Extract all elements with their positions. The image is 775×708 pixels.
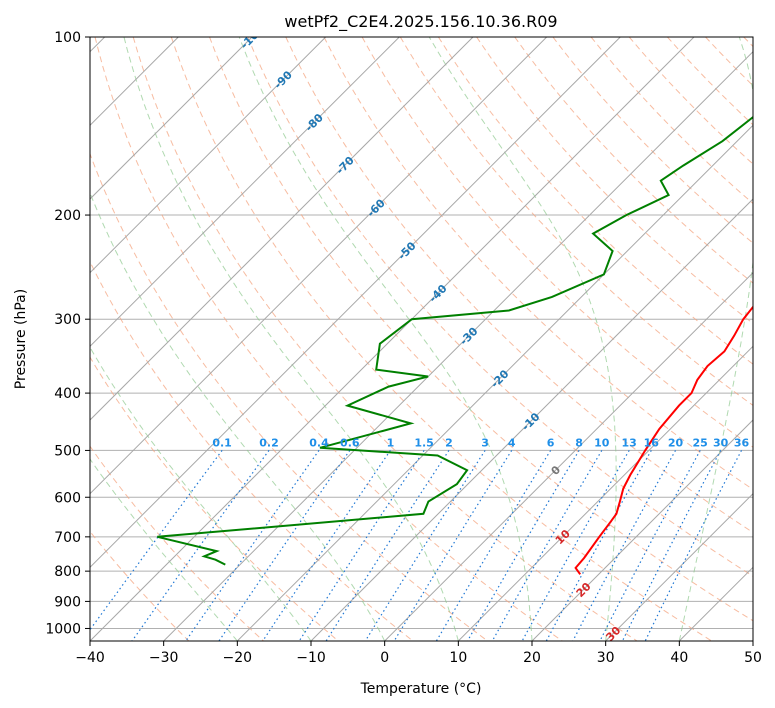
y-tick-label: 100 bbox=[54, 30, 81, 46]
isotherm-line bbox=[236, 124, 753, 641]
x-axis-label: Temperature (°C) bbox=[360, 681, 482, 697]
y-tick-label: 200 bbox=[54, 208, 81, 224]
moist-adiabat-line bbox=[90, 191, 386, 641]
mixing-ratio-line bbox=[599, 450, 701, 641]
mixing-ratio-label: 4 bbox=[508, 436, 516, 449]
mixing-ratio-label: 2 bbox=[445, 436, 453, 449]
mixing-ratio-label: 0.2 bbox=[259, 436, 279, 449]
mixing-ratio-line bbox=[298, 450, 425, 641]
mixing-ratio-line bbox=[185, 450, 320, 641]
dry-adiabat-line bbox=[590, 37, 753, 205]
isotherm-line bbox=[90, 37, 695, 641]
isotherm-line bbox=[90, 37, 621, 569]
dry-adiabat-line bbox=[170, 37, 712, 641]
dry-adiabat-line bbox=[94, 37, 563, 641]
mixing-ratio-label: 13 bbox=[622, 436, 637, 449]
mixing-ratio-line bbox=[466, 450, 580, 641]
x-tick-label: −10 bbox=[296, 650, 326, 666]
x-tick-label: −40 bbox=[75, 650, 105, 666]
mixing-ratio-line bbox=[131, 450, 270, 641]
y-tick-label: 800 bbox=[54, 564, 81, 580]
profile-line bbox=[574, 305, 753, 575]
dry-adiabat-line bbox=[90, 356, 339, 641]
isotherm-line bbox=[90, 37, 327, 274]
axis-ticks: −40 −30 −20 −10 0 10 20 30 40 5010020030040050060… bbox=[45, 30, 762, 666]
mixing-ratio-label: 0.6 bbox=[340, 436, 360, 449]
y-tick-label: 600 bbox=[54, 490, 81, 506]
y-axis-label: Pressure (hPa) bbox=[13, 289, 29, 389]
mixing-ratio-label: 36 bbox=[734, 436, 750, 449]
mixing-ratio-label: 1.5 bbox=[414, 436, 434, 449]
x-tick-label: 40 bbox=[670, 650, 688, 666]
y-tick-label: 300 bbox=[54, 312, 81, 328]
x-tick-label: 0 bbox=[380, 650, 389, 666]
mixing-ratio-line bbox=[572, 450, 677, 641]
x-tick-label: 50 bbox=[744, 650, 762, 666]
y-tick-label: 900 bbox=[54, 594, 81, 610]
moist-adiabat-line bbox=[678, 37, 753, 641]
profiles bbox=[157, 115, 753, 575]
mixing-ratio-line bbox=[521, 450, 630, 641]
plot-area bbox=[90, 37, 753, 641]
mixing-ratio-line bbox=[621, 450, 722, 641]
isotherm-line bbox=[90, 37, 400, 348]
moist-adiabat-line bbox=[123, 37, 459, 641]
isotherm-line bbox=[90, 37, 548, 495]
mixing-ratio-label: 0.1 bbox=[212, 436, 232, 449]
y-tick-label: 500 bbox=[54, 443, 81, 459]
isotherm-line bbox=[90, 37, 474, 421]
moist-adiabat-line bbox=[90, 458, 238, 641]
y-tick-label: 700 bbox=[54, 530, 81, 546]
mixing-ratio-label: 3 bbox=[481, 436, 489, 449]
mixing-ratio-label: 20 bbox=[668, 436, 684, 449]
dry-adiabat-line bbox=[399, 37, 753, 406]
dry-adiabat-line bbox=[323, 37, 753, 491]
dry-adiabat-line bbox=[90, 260, 414, 641]
mixing-ratio-line bbox=[545, 450, 652, 641]
mixing-ratio-line bbox=[325, 450, 450, 641]
isotherm-line bbox=[90, 37, 253, 200]
dry-adiabat-line bbox=[247, 37, 753, 577]
moist-adiabat-line bbox=[238, 37, 533, 641]
dry-adiabat-line bbox=[285, 37, 753, 534]
profile-line bbox=[157, 115, 753, 566]
x-tick-label: −30 bbox=[149, 650, 179, 666]
mixing-ratio-label: 25 bbox=[693, 436, 708, 449]
mixing-ratio-label: 0.4 bbox=[309, 436, 329, 449]
x-tick-label: 10 bbox=[449, 650, 467, 666]
moist-adiabat-line bbox=[428, 37, 617, 641]
isotherm-line bbox=[605, 492, 753, 641]
dry-adiabat-line bbox=[90, 445, 264, 641]
isotherm-line bbox=[531, 419, 753, 641]
chart-title: wetPf2_C2E4.2025.156.10.36.R09 bbox=[284, 12, 557, 32]
isotherm-line bbox=[163, 50, 753, 641]
isotherm-line bbox=[457, 345, 753, 641]
dry-adiabat-line bbox=[552, 37, 753, 244]
mixing-ratio-label: 30 bbox=[713, 436, 729, 449]
mixing-ratio-label: 1 bbox=[387, 436, 395, 449]
dry-adiabat-line bbox=[437, 37, 753, 365]
background-lines bbox=[90, 37, 753, 641]
dry-adiabat-line bbox=[209, 37, 753, 622]
plot-frame bbox=[89, 36, 754, 642]
mixing-ratio-label: 16 bbox=[644, 436, 660, 449]
mixing-ratio-label: 10 bbox=[594, 436, 610, 449]
mixing-ratio-line bbox=[491, 450, 603, 641]
y-tick-label: 400 bbox=[54, 386, 81, 402]
mixing-ratio-line bbox=[364, 450, 486, 641]
isotherm-line bbox=[384, 271, 753, 641]
isotherm-line bbox=[310, 198, 753, 641]
mixing-ratio-line bbox=[435, 450, 552, 641]
dry-adiabat-line bbox=[132, 37, 638, 641]
x-tick-label: 20 bbox=[523, 650, 541, 666]
x-tick-label: 30 bbox=[597, 650, 615, 666]
x-tick-label: −20 bbox=[223, 650, 253, 666]
y-tick-label: 1000 bbox=[45, 621, 81, 637]
mixing-ratio-label: 8 bbox=[575, 436, 583, 449]
mixing-ratio-label: 6 bbox=[547, 436, 555, 449]
